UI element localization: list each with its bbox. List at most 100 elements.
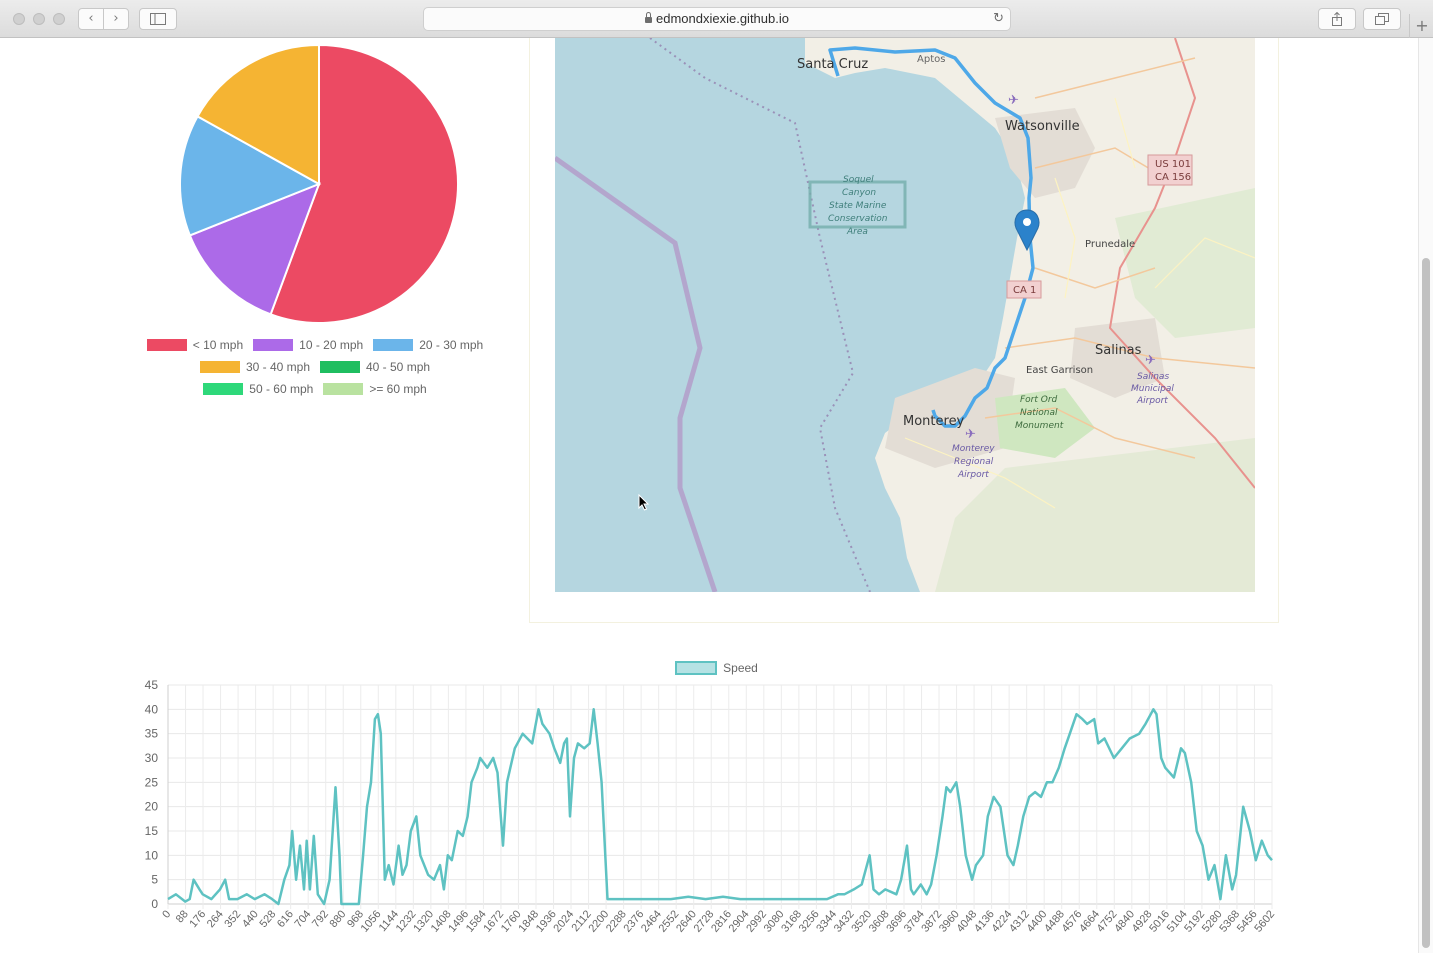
x-tick-label: 880 (328, 908, 349, 930)
tabs-overview-button[interactable] (1363, 8, 1401, 30)
lock-icon (645, 12, 652, 23)
share-button[interactable] (1318, 8, 1356, 30)
road-101 (1108, 38, 1255, 489)
y-tick-label: 40 (145, 702, 159, 716)
legend-item-40-50[interactable]: 40 - 50 mph (320, 360, 430, 374)
back-button[interactable]: ‹ (78, 8, 104, 30)
zoom-window-button[interactable] (53, 13, 65, 25)
pie-slice[interactable] (188, 182, 321, 316)
map-label-salinas-airport-2: Municipal (1131, 384, 1174, 394)
map-label-monterey-airport-1: Monterey (952, 444, 995, 454)
legend-label: 30 - 40 mph (245, 360, 310, 374)
url-text: edmondxiexie.github.io (656, 11, 789, 26)
map-label-ca156: CA 156 (1155, 172, 1191, 183)
urban-watsonville (995, 108, 1095, 198)
legend-swatch (253, 339, 294, 351)
legend-item-20-30[interactable]: 20 - 30 mph (373, 338, 483, 352)
legend-label: 40 - 50 mph (366, 360, 431, 374)
new-tab-button[interactable]: + (1409, 14, 1433, 38)
pie-slice[interactable] (196, 43, 320, 186)
legend-label: >= 60 mph (369, 382, 427, 396)
legend-swatch (146, 339, 187, 351)
legend-swatch (323, 383, 364, 395)
map-label-monterey-airport-3: Airport (957, 470, 989, 480)
map-label-monterey: Monterey (903, 414, 965, 429)
forward-button[interactable]: › (103, 8, 129, 30)
airport-icon-watsonville: ✈ (1008, 93, 1019, 108)
y-tick-label: 25 (145, 775, 159, 789)
reload-icon[interactable]: ↻ (993, 11, 1004, 26)
legend-label: 20 - 30 mph (419, 338, 484, 352)
pie-legend: < 10 mph 10 - 20 mph 20 - 30 mph 30 - 40… (130, 334, 500, 400)
map-label-santa-cruz: Santa Cruz (797, 57, 868, 72)
map-label-prunedale: Prunedale (1085, 239, 1135, 250)
legend-swatch (320, 361, 360, 373)
map-label-salinas-airport-3: Airport (1136, 396, 1168, 406)
address-bar[interactable]: edmondxiexie.github.io ↻ (423, 7, 1011, 31)
ca1-shield (1006, 280, 1042, 299)
map-label-soquel-4: Conservation (828, 214, 888, 224)
legend-item-lt10[interactable]: < 10 mph (146, 338, 244, 352)
y-tick-label: 5 (151, 873, 158, 887)
share-icon (1332, 11, 1342, 26)
maritime-boundary (555, 155, 718, 592)
tabs-icon (1375, 13, 1389, 25)
state-waters-line (649, 38, 871, 592)
x-tick-label: 352 (222, 908, 243, 930)
mouse-cursor-icon (638, 494, 650, 511)
map-container (529, 38, 1279, 623)
legend-item-speed[interactable]: Speed (675, 661, 758, 675)
close-window-button[interactable] (13, 13, 25, 25)
y-tick-label: 20 (145, 800, 159, 814)
road-minor (904, 97, 1255, 509)
map-label-monterey-airport-2: Regional (954, 457, 994, 467)
location-pin-icon[interactable] (1014, 209, 1040, 252)
x-tick-label: 704 (292, 908, 313, 930)
x-tick-label: 5602 (1252, 908, 1277, 934)
legend-swatch (203, 383, 244, 395)
map-label-aptos: Aptos (917, 54, 945, 65)
urban-salinas (1070, 318, 1165, 398)
sidebar-icon (150, 13, 166, 25)
marine-area-box (808, 180, 907, 229)
legend-item-30-40[interactable]: 30 - 40 mph (199, 360, 310, 374)
plus-icon: + (1415, 16, 1429, 35)
green-area (995, 388, 1095, 458)
map-label-ca1: CA 1 (1013, 285, 1036, 296)
airport-icon-salinas: ✈ (1145, 353, 1156, 368)
map-label-soquel-1: Soquel (843, 175, 874, 185)
y-tick-label: 15 (145, 824, 159, 838)
x-tick-label: 616 (275, 908, 296, 930)
pie-slice[interactable] (179, 115, 322, 237)
map-label-soquel-5: Area (846, 227, 868, 237)
map-label-soquel-2: Canyon (842, 188, 876, 198)
road-main (984, 57, 1255, 459)
route-map[interactable]: ✈ ✈ ✈ Santa Cruz Aptos Watsonville US 10… (555, 38, 1255, 592)
map-label-fort-ord-2: National (1020, 408, 1058, 418)
map-label-fort-ord-3: Monument (1015, 421, 1064, 431)
legend-label: < 10 mph (192, 338, 244, 352)
green-hills (935, 438, 1255, 592)
legend-item-10-20[interactable]: 10 - 20 mph (253, 338, 363, 352)
chevron-left-icon: ‹ (88, 11, 94, 26)
map-label-salinas-airport-1: Salinas (1137, 372, 1169, 382)
y-tick-label: 45 (145, 678, 159, 692)
legend-swatch (373, 339, 414, 351)
map-label-east-garrison: East Garrison (1026, 365, 1093, 376)
airport-icon-monterey: ✈ (965, 427, 976, 442)
minimize-window-button[interactable] (33, 13, 45, 25)
legend-item-gte60[interactable]: >= 60 mph (323, 382, 427, 396)
scrollbar-thumb[interactable] (1422, 258, 1430, 948)
y-tick-label: 10 (145, 848, 159, 862)
y-tick-label: 0 (151, 897, 158, 911)
speed-series-line[interactable] (167, 708, 1273, 906)
chevron-right-icon: › (113, 11, 119, 26)
x-tick-label: 176 (187, 908, 208, 930)
map-label-salinas: Salinas (1095, 343, 1142, 358)
sidebar-toggle-button[interactable] (139, 8, 177, 30)
legend-item-50-60[interactable]: 50 - 60 mph (203, 382, 313, 396)
pie-slice[interactable] (269, 43, 459, 324)
x-tick-label: 440 (240, 908, 261, 930)
legend-swatch (199, 361, 240, 373)
x-tick-label: 264 (205, 908, 226, 930)
